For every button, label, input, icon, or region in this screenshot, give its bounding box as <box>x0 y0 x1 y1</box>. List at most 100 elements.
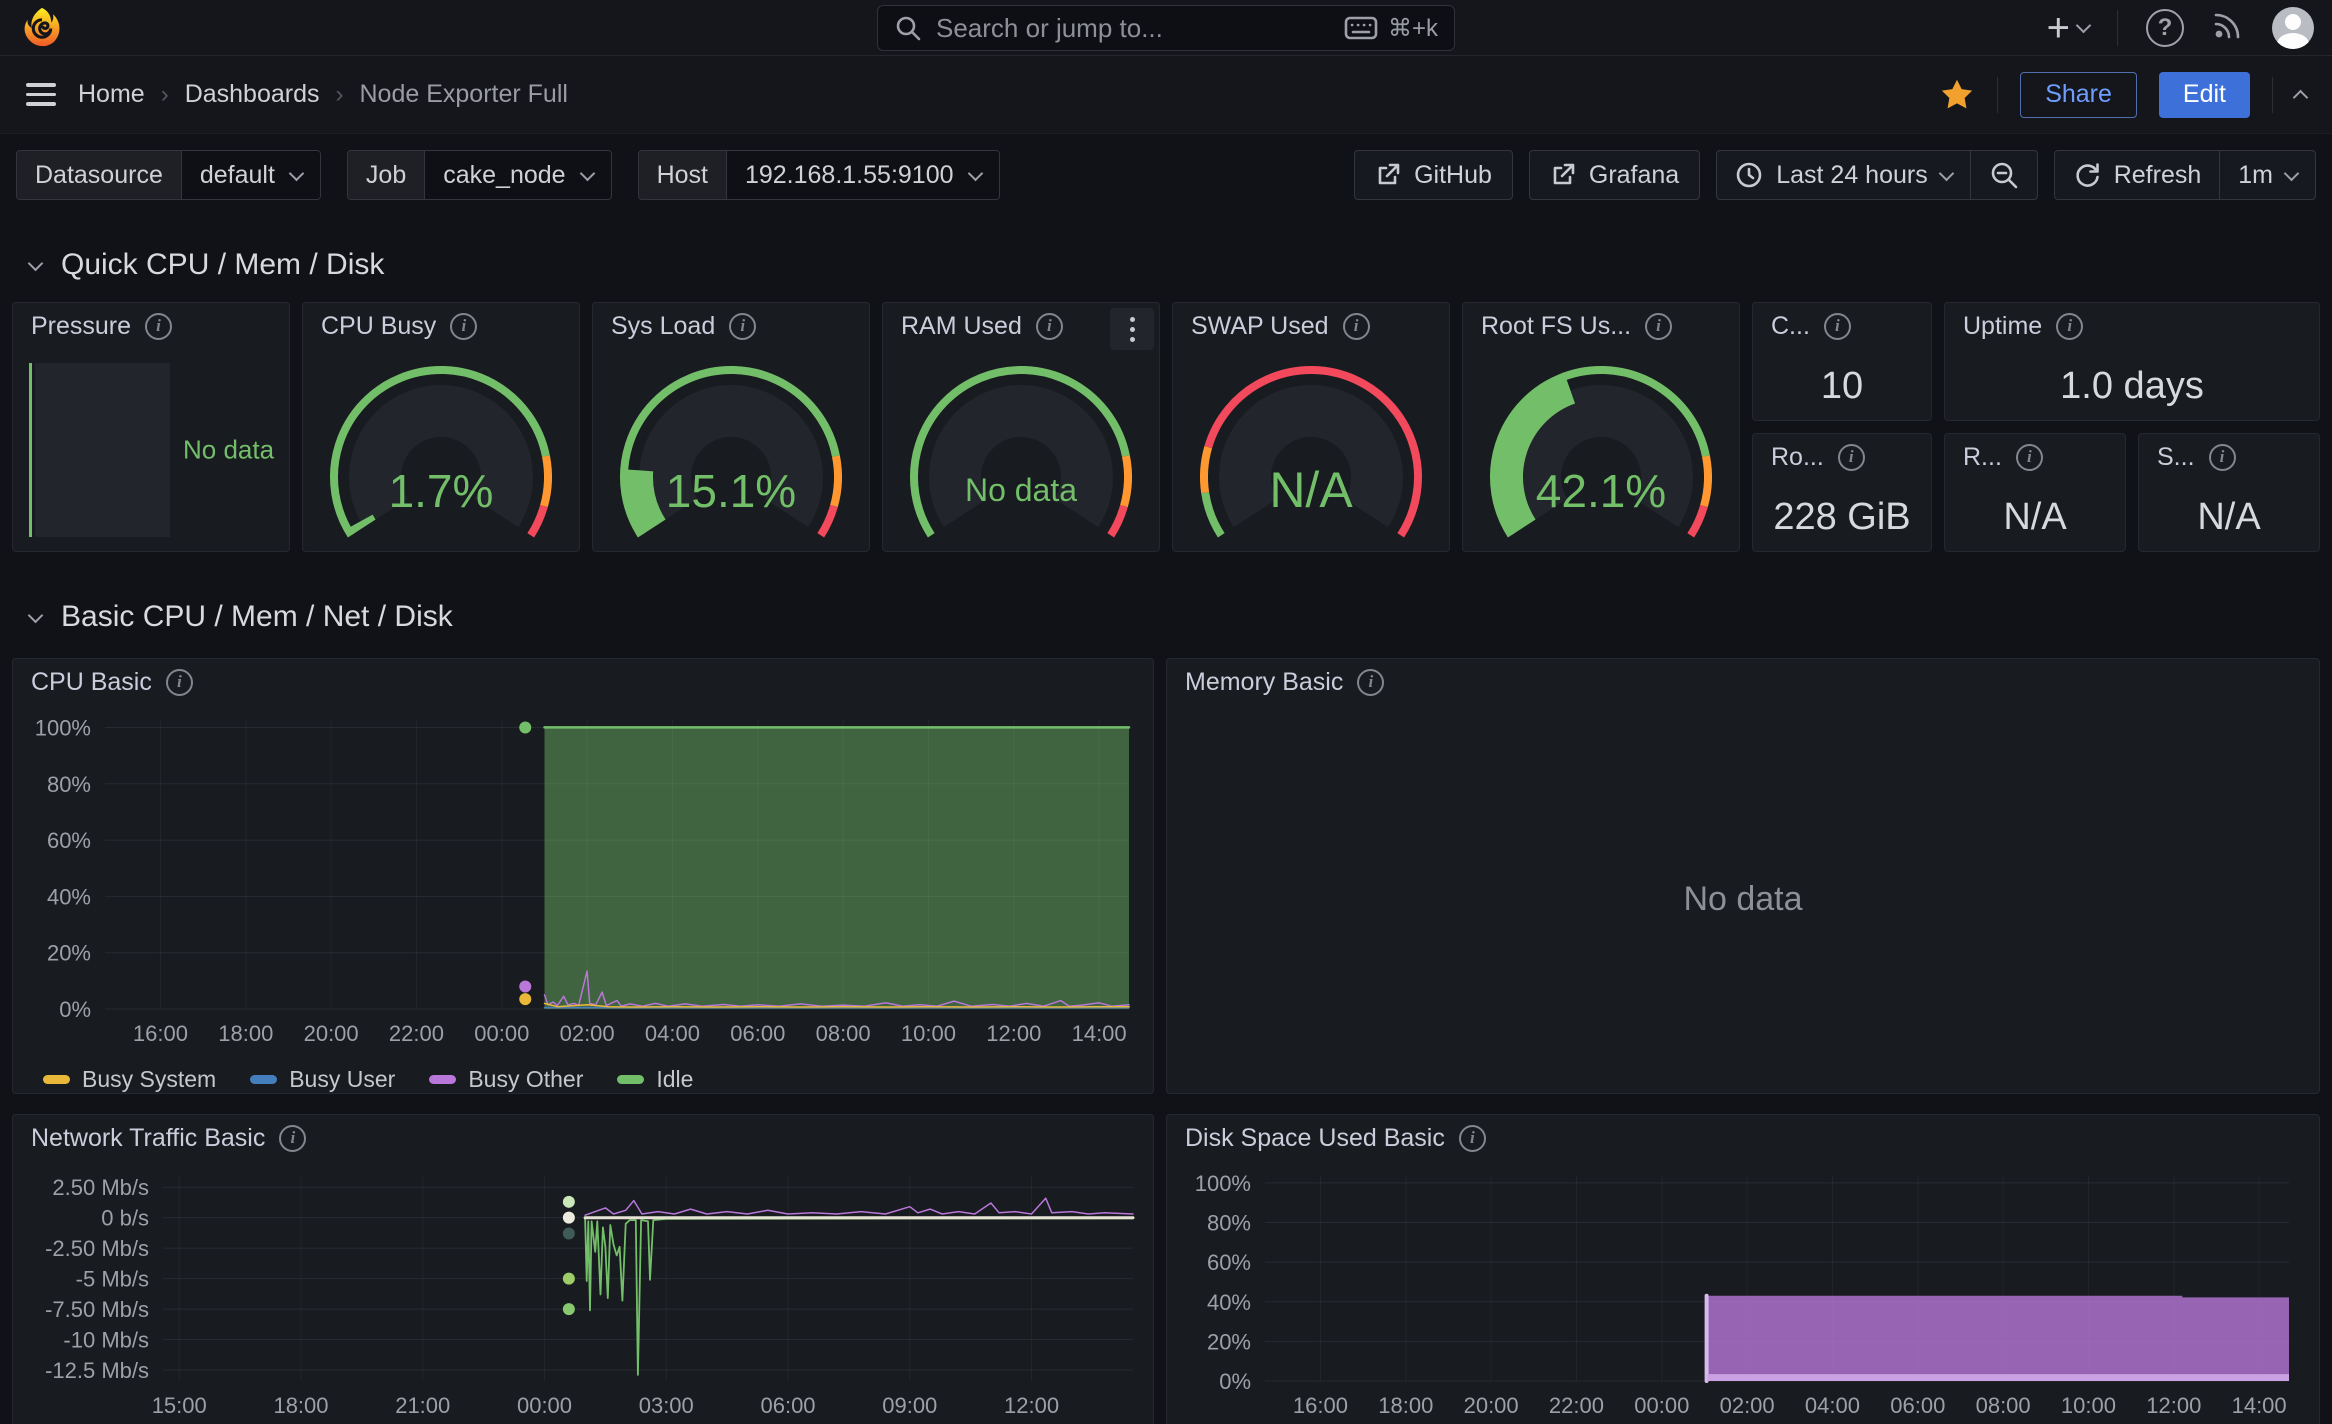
y-axis-label: 20% <box>1207 1329 1251 1354</box>
variable-value[interactable]: 192.168.1.55:9100 <box>727 151 999 199</box>
info-icon[interactable]: i <box>1343 313 1370 340</box>
variable-host[interactable]: Host192.168.1.55:9100 <box>638 150 1000 200</box>
x-axis-label: 18:00 <box>1378 1393 1433 1418</box>
chart-legend: Busy System Busy User Busy Other Idle <box>13 1060 1153 1093</box>
y-axis-label: 60% <box>1207 1250 1251 1275</box>
variable-current-value: default <box>200 161 275 190</box>
zoom-out-button[interactable] <box>1970 151 2037 199</box>
no-data-message: No data <box>1167 705 2319 1093</box>
share-button[interactable]: Share <box>2020 72 2137 118</box>
panel-head: Ro... i <box>1753 434 1931 480</box>
variable-datasource[interactable]: Datasourcedefault <box>16 150 321 200</box>
panel-title[interactable]: Disk Space Used Basic <box>1185 1124 1445 1153</box>
panel-title[interactable]: Sys Load <box>611 312 715 341</box>
stat-value: 10 <box>1753 361 1931 412</box>
gauge-value: N/A <box>1269 462 1353 518</box>
chevron-down-icon <box>2076 18 2092 34</box>
breadcrumb-separator: › <box>161 81 169 109</box>
disk-space-chart: 16:0018:0020:0022:0000:0002:0004:0006:00… <box>1167 1161 2317 1423</box>
stat-row: C...i10Uptimei1.0 days <box>1752 302 2320 421</box>
x-axis-label: 10:00 <box>2061 1393 2116 1418</box>
panel-title[interactable]: CPU Busy <box>321 312 436 341</box>
stat-value: 1.0 days <box>1945 361 2319 412</box>
panel-head: Sys Load i <box>593 303 869 349</box>
panel-title[interactable]: C... <box>1771 312 1810 341</box>
news-icon[interactable] <box>2212 9 2244 46</box>
panel-title[interactable]: Network Traffic Basic <box>31 1124 265 1153</box>
panel-ram-used: RAM UsediNo data <box>882 302 1160 552</box>
section-quick-cpu-mem-disk[interactable]: Quick CPU / Mem / Disk <box>30 244 2332 286</box>
favorite-star-icon[interactable] <box>1939 77 1975 113</box>
panel-title[interactable]: Pressure <box>31 312 131 341</box>
refresh-interval-picker[interactable]: 1m <box>2219 151 2315 199</box>
github-link-button[interactable]: GitHub <box>1354 150 1513 200</box>
series-start-dot <box>519 980 531 992</box>
info-icon[interactable]: i <box>279 1125 306 1152</box>
variable-value[interactable]: cake_node <box>425 151 610 199</box>
info-icon[interactable]: i <box>2056 313 2083 340</box>
refresh-button[interactable]: Refresh <box>2055 151 2220 199</box>
breadcrumb-home[interactable]: Home <box>78 80 145 109</box>
x-axis-label: 04:00 <box>645 1021 700 1046</box>
panel-title[interactable]: S... <box>2157 443 2195 472</box>
info-icon[interactable]: i <box>729 313 756 340</box>
legend-item[interactable]: Idle <box>617 1066 693 1093</box>
panel-title[interactable]: Memory Basic <box>1185 668 1343 697</box>
add-new-button[interactable]: + <box>2047 8 2089 48</box>
help-icon[interactable]: ? <box>2146 9 2184 47</box>
x-axis-label: 12:00 <box>1004 1393 1059 1418</box>
x-axis-label: 03:00 <box>639 1393 694 1418</box>
panel-title[interactable]: Ro... <box>1771 443 1824 472</box>
info-icon[interactable]: i <box>145 313 172 340</box>
panel-disk-space-used-basic: Disk Space Used Basic i 16:0018:0020:002… <box>1166 1114 2320 1424</box>
info-icon[interactable]: i <box>1459 1125 1486 1152</box>
panel-title[interactable]: SWAP Used <box>1191 312 1329 341</box>
user-avatar[interactable] <box>2272 7 2314 49</box>
time-range-picker[interactable]: Last 24 hours <box>1717 151 1970 199</box>
breadcrumb-bar: Home › Dashboards › Node Exporter Full S… <box>0 56 2332 134</box>
y-axis-label: 40% <box>47 884 91 909</box>
link-label: GitHub <box>1414 161 1492 190</box>
stat-value: N/A <box>2139 492 2319 543</box>
x-axis-label: 18:00 <box>273 1393 328 1418</box>
info-icon[interactable]: i <box>2016 444 2043 471</box>
panel-head: S... i <box>2139 434 2319 480</box>
info-icon[interactable]: i <box>1645 313 1672 340</box>
search-input[interactable]: Search or jump to... ⌘+k <box>877 5 1455 51</box>
divider <box>1997 77 1998 113</box>
breadcrumb-dashboards[interactable]: Dashboards <box>185 80 320 109</box>
info-icon[interactable]: i <box>450 313 477 340</box>
section-basic-cpu-mem-net-disk[interactable]: Basic CPU / Mem / Net / Disk <box>30 596 2332 638</box>
edit-button[interactable]: Edit <box>2159 72 2250 118</box>
legend-item[interactable]: Busy Other <box>429 1066 583 1093</box>
panel-title[interactable]: RAM Used <box>901 312 1022 341</box>
breadcrumb-current: Node Exporter Full <box>360 80 568 109</box>
panel-stat-1: Uptimei 1.0 days <box>1944 302 2320 421</box>
info-icon[interactable]: i <box>2209 444 2236 471</box>
panel-stat-0: C... i 10 <box>1752 302 1932 421</box>
chevron-down-icon <box>967 165 983 181</box>
panel-title[interactable]: Root FS Us... <box>1481 312 1631 341</box>
info-icon[interactable]: i <box>1838 444 1865 471</box>
gauge-panels-row: PressureiNo dataCPU Busyi1.7%Sys Loadi15… <box>12 302 2320 552</box>
panel-title[interactable]: R... <box>1963 443 2002 472</box>
chevron-down-icon <box>289 165 305 181</box>
collapse-bar-icon[interactable] <box>2293 90 2309 106</box>
stat-value: N/A <box>1945 492 2125 543</box>
legend-item[interactable]: Busy User <box>250 1066 395 1093</box>
y-axis-label: 0 b/s <box>101 1206 149 1231</box>
info-icon[interactable]: i <box>1357 669 1384 696</box>
variable-job[interactable]: Jobcake_node <box>347 150 612 200</box>
grafana-logo[interactable] <box>20 6 64 50</box>
menu-icon[interactable] <box>26 83 56 106</box>
info-icon[interactable]: i <box>1824 313 1851 340</box>
grafana-link-button[interactable]: Grafana <box>1529 150 1700 200</box>
legend-label: Idle <box>656 1066 693 1093</box>
variable-value[interactable]: default <box>182 151 320 199</box>
legend-item[interactable]: Busy System <box>43 1066 216 1093</box>
panel-title[interactable]: Uptime <box>1963 312 2042 341</box>
panel-menu-icon[interactable] <box>1110 308 1154 350</box>
info-icon[interactable]: i <box>166 669 193 696</box>
panel-title[interactable]: CPU Basic <box>31 668 152 697</box>
info-icon[interactable]: i <box>1036 313 1063 340</box>
